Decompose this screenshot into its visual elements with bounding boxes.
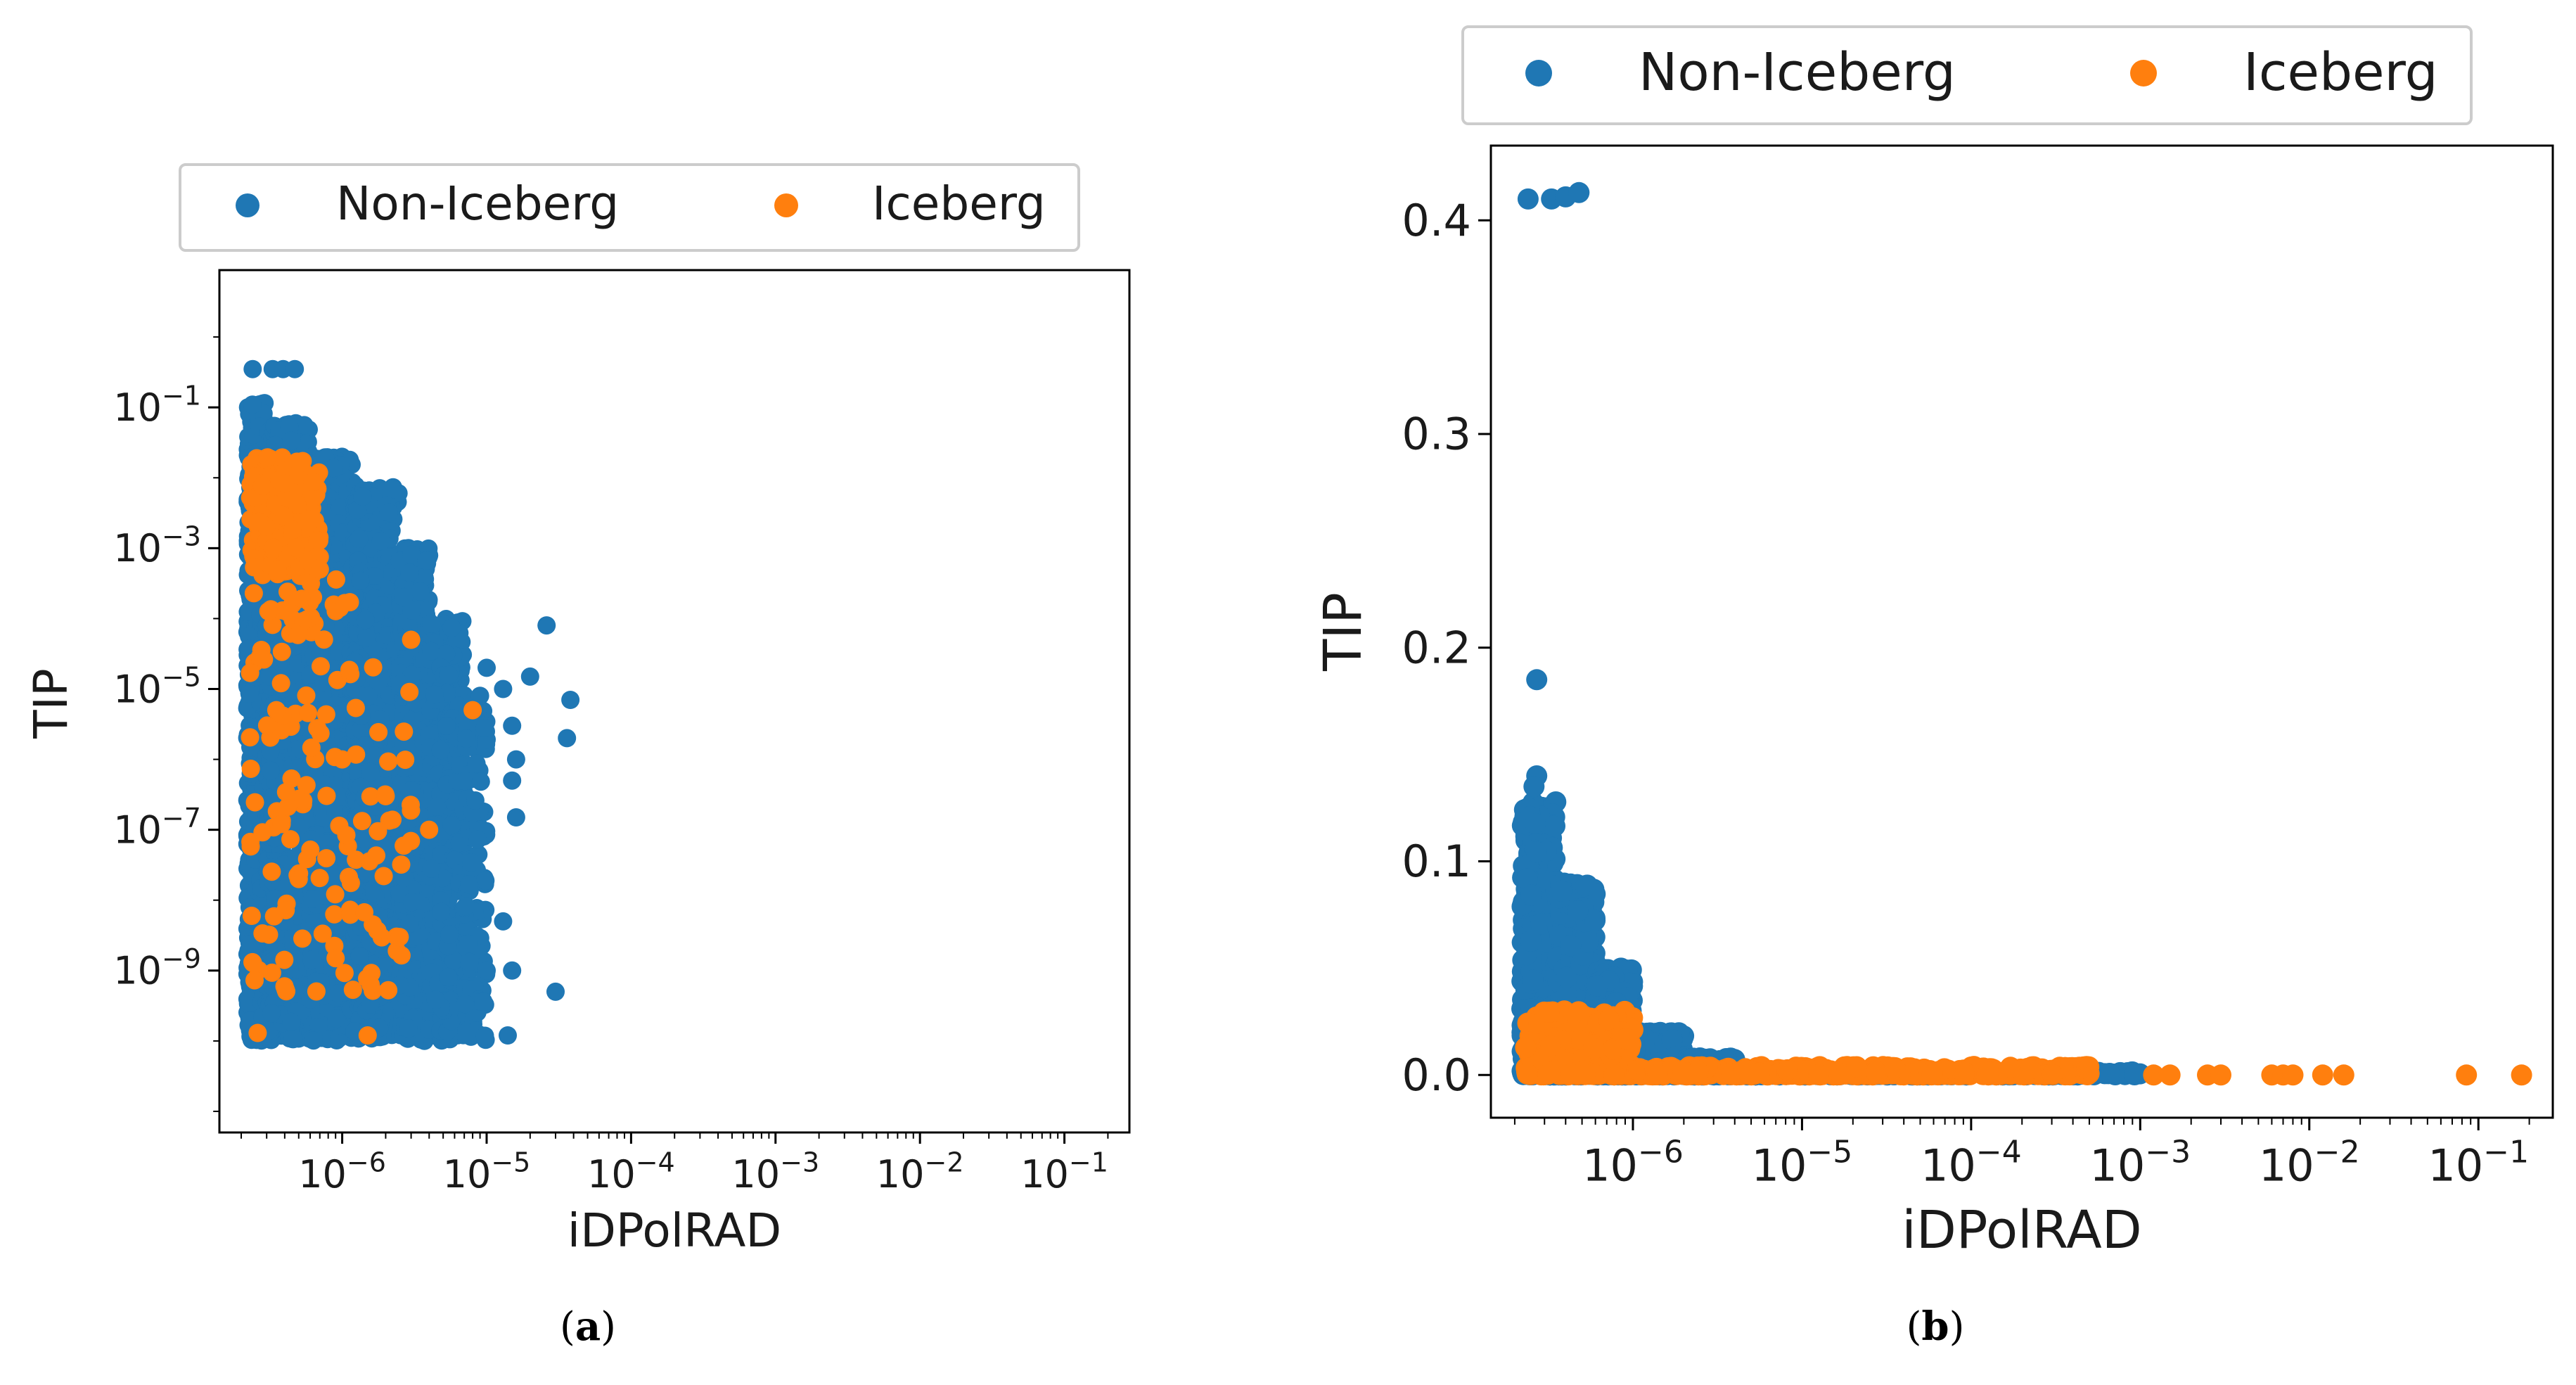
scatter-point [261, 761, 280, 780]
panel-a-legend-box [179, 163, 1080, 252]
scatter-point [282, 1012, 301, 1031]
scatter-point [558, 729, 577, 748]
scatter-point [467, 754, 486, 773]
scatter-point [546, 982, 565, 1001]
scatter-point [537, 616, 556, 635]
scatter-point [471, 772, 490, 791]
scatter-point [428, 797, 447, 816]
scatter-point [457, 729, 476, 748]
scatter-point [357, 628, 376, 647]
scatter-point [503, 716, 522, 735]
scatter-point [422, 859, 441, 878]
scatter-point [411, 582, 430, 601]
scatter-point [361, 762, 380, 781]
panel-a-legend-label-non-iceberg: Non-Iceberg [336, 177, 619, 231]
scatter-point [395, 588, 414, 607]
scatter-point [282, 431, 301, 450]
scatter-point [478, 961, 496, 980]
scatter-point [468, 830, 487, 849]
scatter-point [457, 1023, 475, 1042]
scatter-point [456, 772, 475, 791]
scatter-point [426, 990, 445, 1009]
scatter-point [286, 359, 305, 378]
scatter-point [283, 1028, 302, 1047]
scatter-point [456, 995, 475, 1014]
scatter-point [474, 992, 493, 1011]
panel-a: Non-Iceberg Iceberg 10−6 10−5 10−4 10−3 10−2… [24, 163, 1131, 1350]
scatter-point [459, 934, 478, 953]
scatter-point [478, 658, 496, 677]
scatter-point [351, 571, 370, 590]
scatter-point [422, 614, 441, 633]
scatter-point [399, 1019, 418, 1038]
scatter-point [243, 395, 262, 414]
scatter-point [302, 890, 321, 908]
scatter-point [356, 611, 375, 630]
scatter-point [241, 935, 260, 954]
scatter-point [262, 1004, 281, 1023]
scatter-point [402, 893, 421, 912]
scatter-point [475, 718, 494, 737]
scatter-point [506, 808, 525, 826]
panel-a-legend-label-iceberg: Iceberg [872, 177, 1046, 231]
scatter-point [431, 741, 450, 760]
scatter-point [460, 952, 479, 971]
scatter-point [494, 679, 513, 698]
scatter-point [240, 684, 259, 703]
scatter-point [382, 480, 401, 499]
scatter-point [462, 853, 481, 872]
scatter-point [520, 667, 539, 686]
scatter-point [466, 791, 485, 810]
scatter-point [432, 902, 451, 921]
panel-a-legend-marker-iceberg [774, 193, 798, 217]
scatter-point [456, 897, 475, 916]
scatter-point [238, 994, 257, 1013]
scatter-point [425, 685, 444, 704]
scatter-point [243, 359, 262, 378]
scatter-point [350, 947, 369, 965]
scatter-point [506, 750, 525, 769]
scatter-point [417, 551, 436, 570]
scatter-point [503, 771, 522, 790]
scatter-point [350, 530, 369, 548]
scatter-point [494, 912, 513, 931]
scatter-point [476, 872, 495, 890]
scatter-point [304, 1031, 323, 1050]
scatter-point [442, 816, 461, 835]
scatter-point [442, 618, 461, 637]
scatter-point [440, 665, 459, 684]
scatter-point [499, 1026, 517, 1045]
scatter-point [439, 968, 458, 987]
panel-a-scatter-points [238, 359, 580, 1050]
panel-a-legend-marker-non-iceberg [236, 193, 259, 217]
scatter-point [460, 875, 479, 894]
scatter-point [561, 691, 580, 709]
scatter-point [475, 1026, 494, 1045]
scatter-point [440, 925, 459, 944]
scatter-point [503, 961, 522, 980]
scatter-point [371, 532, 390, 551]
scatter-point [400, 563, 419, 582]
scatter-point [437, 717, 456, 735]
scatter-point [379, 503, 398, 522]
scatter-point [353, 487, 372, 506]
